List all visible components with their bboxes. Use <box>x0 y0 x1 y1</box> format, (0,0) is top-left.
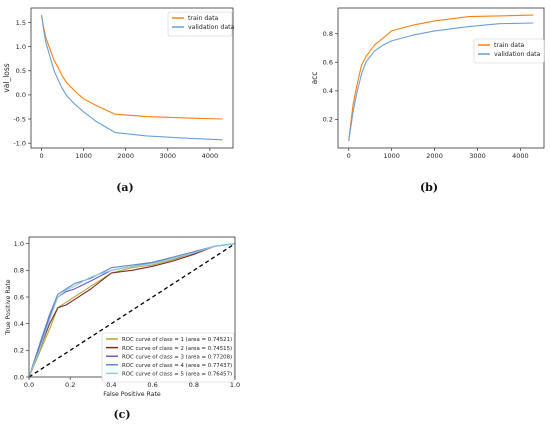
y-tick-label: 0.8 <box>14 267 24 275</box>
y-axis-label: acc <box>310 72 319 85</box>
x-tick-label: 0.2 <box>65 381 75 389</box>
x-tick-label: 0 <box>347 152 351 160</box>
series-line-1 <box>40 15 223 120</box>
y-tick-label: 0.4 <box>14 320 24 328</box>
legend-label-1: ROC curve of class = 1 (area = 0.74521) <box>122 337 232 343</box>
val-loss-chart: 01000200030004000-1.0-0.50.00.51.01.5epo… <box>2 7 235 160</box>
chance-line <box>28 243 236 378</box>
x-tick-label: 0.0 <box>24 381 34 389</box>
legend-box <box>473 38 545 64</box>
y-tick-label: 1.0 <box>16 43 26 51</box>
x-tick-label: 4000 <box>512 152 529 160</box>
x-tick-label: 0.6 <box>147 381 157 389</box>
caption-c: (c) <box>113 408 131 421</box>
x-tick-label: 2000 <box>117 152 134 160</box>
x-tick-label: 4000 <box>202 152 219 160</box>
y-axis-label: True Positive Rate <box>5 279 12 335</box>
roc-chart: 0.0 0.2 0.4 0.6 0.8 1.0 0.0 0.2 0.4 0.6 0.8 1.0 Fals… <box>5 236 240 398</box>
legend-label-5: ROC curve of class = 5 (area = 0.76457) <box>122 372 232 378</box>
y-tick-label: 0.2 <box>14 347 24 355</box>
plot-frame <box>30 7 234 149</box>
series-line-1 <box>348 14 534 141</box>
x-tick-label: 0.4 <box>106 381 116 389</box>
y-tick-label: 0.8 <box>323 30 333 38</box>
y-tick-label: 0.4 <box>323 87 333 95</box>
series-line-2 <box>348 22 534 141</box>
y-tick-label: -1.0 <box>13 139 26 147</box>
legend-label-2: validation data <box>188 24 235 31</box>
caption-a: (a) <box>116 181 134 194</box>
y-tick-label: 1.0 <box>14 240 24 248</box>
series-line-2 <box>28 243 236 378</box>
x-tick-label: 3000 <box>469 152 486 160</box>
y-tick-label: 0.5 <box>16 67 26 75</box>
y-tick-label: 0.6 <box>323 59 333 67</box>
plot-frame <box>337 7 545 149</box>
legend-label-2: ROC curve of class = 2 (area = 0.74515) <box>122 346 232 352</box>
legend-label-4: ROC curve of class = 4 (area = 0.77437) <box>122 363 232 369</box>
legend-label-1: train data <box>188 15 219 22</box>
plot-area <box>338 8 544 148</box>
accuracy-chart: 010002000300040000.20.40.60.8epochacctra… <box>310 7 545 160</box>
y-tick-label: 0.0 <box>14 373 24 381</box>
series-line-2 <box>40 15 223 141</box>
x-tick-label: 0.8 <box>189 381 199 389</box>
x-tick-label: 3000 <box>159 152 176 160</box>
y-tick-label: -0.5 <box>13 115 26 123</box>
x-tick-label: 0 <box>39 152 43 160</box>
y-tick-label: 0.6 <box>14 293 24 301</box>
x-tick-label: 1000 <box>383 152 400 160</box>
legend-box <box>101 332 235 383</box>
series-line-5 <box>28 243 236 378</box>
x-tick-label: 1.0 <box>230 381 240 389</box>
y-axis-label: val_loss <box>2 63 11 92</box>
series-line-4 <box>28 243 236 378</box>
legend-label-1: train data <box>494 42 525 49</box>
legend-label-3: ROC curve of class = 3 (area = 0.77208) <box>122 354 232 360</box>
y-tick-label: 1.5 <box>16 19 26 27</box>
y-tick-label: 0.2 <box>323 116 333 124</box>
y-tick-label: 0.0 <box>16 91 26 99</box>
caption-b: (b) <box>419 181 439 194</box>
x-tick-label: 1000 <box>75 152 92 160</box>
legend-label-2: validation data <box>494 51 541 58</box>
x-axis-label: False Positive Rate <box>103 391 161 398</box>
x-tick-label: 2000 <box>426 152 443 160</box>
